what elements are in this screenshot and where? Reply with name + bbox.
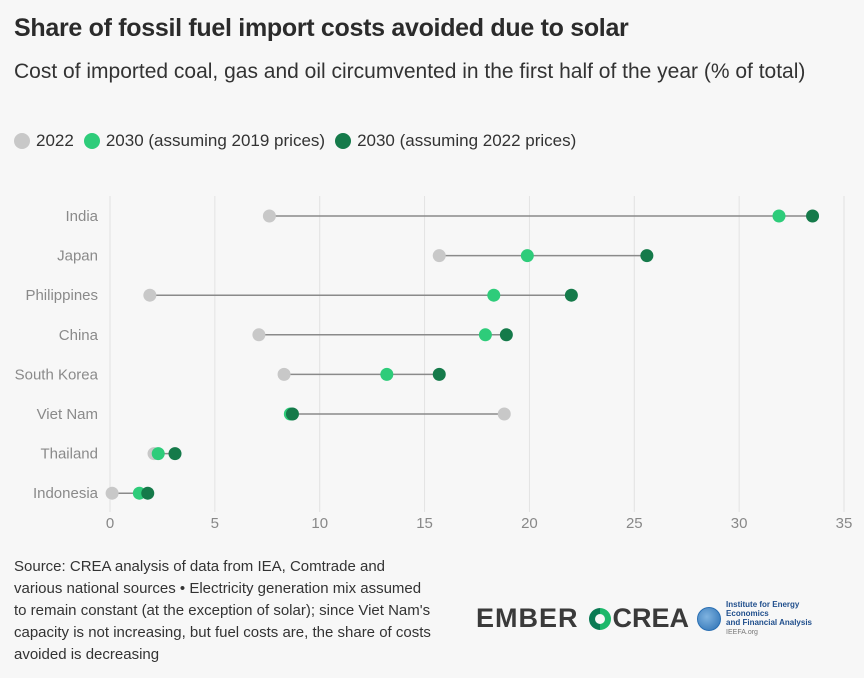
legend-label-2030-2022-prices: 2030 (assuming 2022 prices) <box>357 131 577 150</box>
x-tick-label: 20 <box>521 515 538 532</box>
chart-title: Share of fossil fuel import costs avoide… <box>14 14 629 42</box>
legend-swatch-2030-2022-prices <box>335 133 352 149</box>
ieefa-globe-icon <box>697 606 722 631</box>
data-point <box>168 447 182 461</box>
crea-mark-icon <box>588 607 611 630</box>
legend-swatch-2022 <box>14 133 30 149</box>
data-point <box>252 328 266 342</box>
x-tick-label: 30 <box>731 515 748 532</box>
category-label: Thailand <box>40 446 98 463</box>
legend-swatch-2030-2019-prices <box>83 133 100 149</box>
data-point <box>141 486 155 500</box>
data-point <box>497 407 511 421</box>
data-point <box>380 367 394 381</box>
data-point <box>499 328 513 342</box>
legend-label-2022: 2022 <box>36 131 74 150</box>
data-point <box>478 328 492 342</box>
crea-logo-text: CREA <box>612 603 690 633</box>
ieefa-line1: Institute for Energy Economics <box>726 600 800 618</box>
category-label: China <box>59 327 99 344</box>
ieefa-line2: and Financial Analysis <box>726 618 812 627</box>
data-point <box>487 288 501 302</box>
data-point <box>143 288 157 302</box>
data-point <box>262 209 276 223</box>
data-point <box>520 249 534 263</box>
data-point <box>432 367 446 381</box>
category-label: Viet Nam <box>37 406 98 423</box>
data-point <box>564 288 578 302</box>
data-point <box>772 209 786 223</box>
data-point <box>640 249 654 263</box>
x-tick-label: 15 <box>416 515 433 532</box>
data-point <box>151 447 165 461</box>
x-tick-label: 5 <box>211 515 219 532</box>
category-label: Japan <box>57 248 98 265</box>
source-note: Source: CREA analysis of data from IEA, … <box>14 558 431 663</box>
ieefa-logo: Institute for Energy Economics and Finan… <box>697 600 836 637</box>
data-point <box>277 367 291 381</box>
category-label: Indonesia <box>33 485 99 502</box>
legend: 2022 2030 (assuming 2019 prices) 2030 (a… <box>14 131 576 151</box>
category-label: South Korea <box>15 366 99 383</box>
x-tick-label: 10 <box>311 515 328 532</box>
crea-logo: CREA <box>588 603 690 634</box>
data-point <box>105 486 119 500</box>
data-point <box>806 209 820 223</box>
x-tick-label: 35 <box>836 515 853 532</box>
legend-item-2030-2019-prices[interactable]: 2030 (assuming 2019 prices) <box>83 131 326 151</box>
logos: EMBER CREA Institute for Energy Economic… <box>476 600 836 637</box>
chart-subtitle: Cost of imported coal, gas and oil circu… <box>14 60 806 83</box>
x-tick-label: 0 <box>106 515 114 532</box>
category-label: Philippines <box>25 287 98 304</box>
dumbbell-chart: 0 5 10 15 20 25 30 35 India Japan Philippines China… <box>15 196 853 532</box>
x-tick-label: 25 <box>626 515 643 532</box>
ieefa-line3: IEEFA.org <box>726 629 758 636</box>
legend-label-2030-2019-prices: 2030 (assuming 2019 prices) <box>105 131 326 150</box>
legend-item-2030-2022-prices[interactable]: 2030 (assuming 2022 prices) <box>335 131 576 151</box>
data-point <box>285 407 299 421</box>
category-label: India <box>65 208 98 225</box>
ieefa-logo-text: Institute for Energy Economics and Finan… <box>726 600 836 637</box>
legend-item-2022[interactable]: 2022 <box>14 131 74 151</box>
ember-logo: EMBER <box>476 603 579 633</box>
data-point <box>432 249 446 263</box>
